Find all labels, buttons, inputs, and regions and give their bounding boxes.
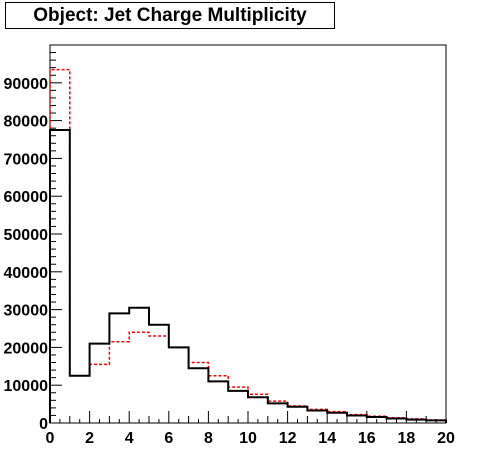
x-tick-label: 16 xyxy=(358,430,376,447)
x-tick-label: 14 xyxy=(318,430,336,447)
y-tick-label: 10000 xyxy=(4,378,49,395)
y-tick-label: 20000 xyxy=(4,340,49,357)
y-tick-label: 60000 xyxy=(4,189,49,206)
y-tick-label: 90000 xyxy=(4,76,49,93)
x-tick-label: 18 xyxy=(398,430,416,447)
y-tick-label: 0 xyxy=(39,416,48,433)
plot-area: 0 2 4 6 8 10 12 14 16 18 20 0 10000 20000 30000 40000 50… xyxy=(4,44,455,447)
x-tick-label: 20 xyxy=(437,430,455,447)
histogram-series-black xyxy=(49,129,447,423)
x-tick-label: 8 xyxy=(204,430,213,447)
y-tick-label: 70000 xyxy=(4,151,49,168)
x-tick-label: 4 xyxy=(125,430,134,447)
x-tick-label: 6 xyxy=(164,430,173,447)
x-tick-label: 2 xyxy=(85,430,94,447)
histogram-series-red xyxy=(49,68,447,423)
chart-title: Object: Jet Charge Multiplicity xyxy=(5,2,335,29)
x-tick-label: 10 xyxy=(239,430,257,447)
x-tick-label: 12 xyxy=(279,430,297,447)
y-tick-label: 40000 xyxy=(4,265,49,282)
y-tick-label: 30000 xyxy=(4,303,49,320)
y-tick-label: 50000 xyxy=(4,227,49,244)
y-tick-label: 80000 xyxy=(4,114,49,131)
x-tick-label: 0 xyxy=(46,430,55,447)
plot-frame xyxy=(49,44,447,424)
